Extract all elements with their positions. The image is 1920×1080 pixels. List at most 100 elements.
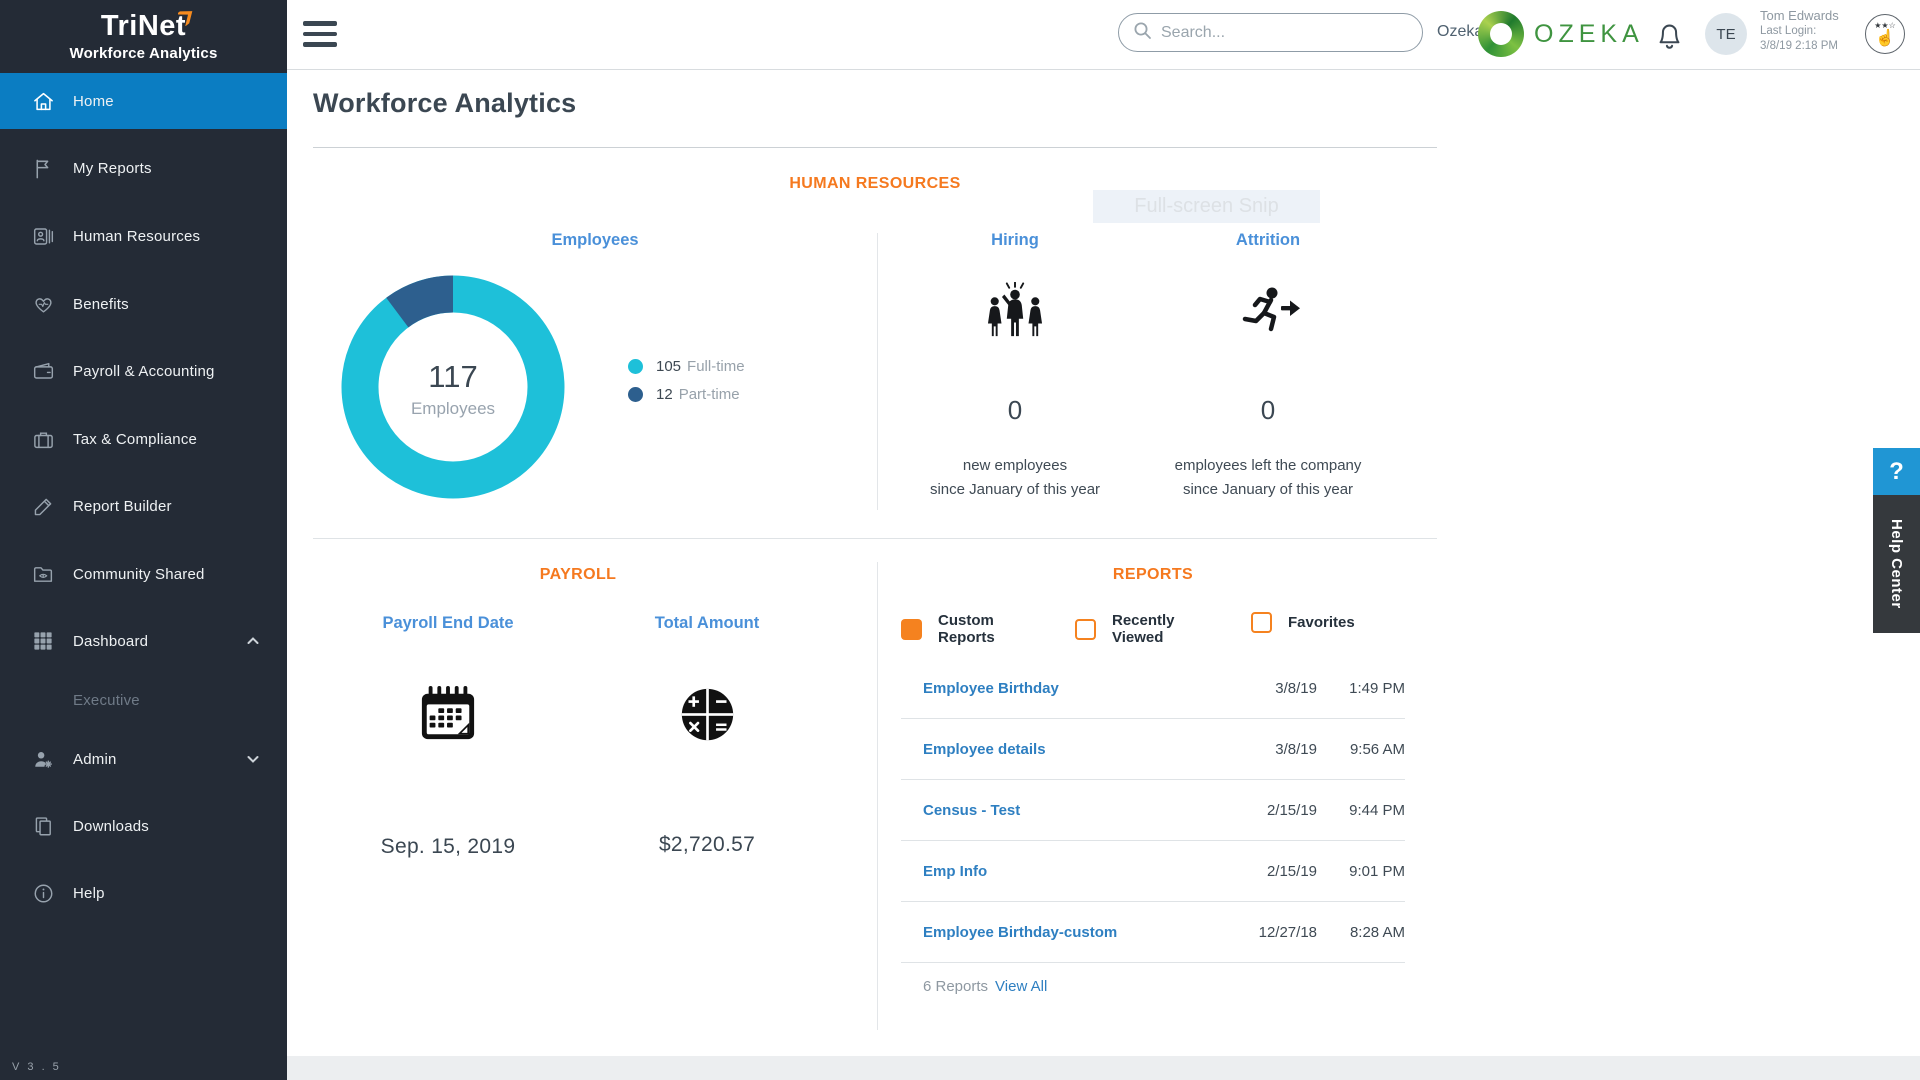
heart-pulse-icon (30, 292, 56, 316)
report-link[interactable]: Employee details (923, 740, 1046, 758)
sidebar-item-label: Payroll & Accounting (73, 362, 215, 380)
sidebar-item-benefits[interactable]: Benefits (0, 276, 287, 332)
search-input[interactable] (1161, 23, 1408, 42)
calculator-icon (592, 685, 822, 743)
legend-item-part-time: 12 Part-time (628, 386, 745, 403)
filter-recently-viewed[interactable]: Recently Viewed (1075, 612, 1175, 646)
sidebar-item-home[interactable]: Home (0, 73, 287, 129)
sidebar-item-community-shared[interactable]: Community Shared (0, 546, 287, 602)
pointing-hand-icon: ☝ (1875, 29, 1895, 47)
report-date: 12/27/18 (1258, 923, 1317, 941)
checkbox-empty-icon[interactable] (1251, 612, 1272, 633)
filter-label: Recently Viewed (1112, 612, 1175, 646)
snip-ghost-overlay: Full-screen Snip (1093, 190, 1320, 223)
feedback-stars: ★★☆ (1874, 20, 1896, 30)
sidebar-item-report-builder[interactable]: Report Builder (0, 478, 287, 534)
legend-item-full-time: 105 Full-time (628, 358, 745, 375)
sidebar-item-downloads[interactable]: Downloads (0, 798, 287, 854)
filter-favorites[interactable]: Favorites (1251, 612, 1355, 633)
donut-total-label: Employees (411, 399, 495, 418)
feedback-icon[interactable]: ★★☆ ☝ (1865, 14, 1905, 54)
sidebar-item-payroll-accounting[interactable]: Payroll & Accounting (0, 343, 287, 399)
report-list-footer: 6 Reports View All (901, 963, 1405, 1009)
checkbox-empty-icon[interactable] (1075, 618, 1096, 640)
total-amount-title: Total Amount (654, 614, 760, 632)
user-info[interactable]: Tom Edwards Last Login: 3/8/19 2:18 PM (1760, 8, 1839, 53)
sidebar-item-dashboard[interactable]: Dashboard (0, 613, 287, 669)
report-count: 6 Reports (923, 977, 989, 995)
report-time: 9:44 PM (1349, 801, 1405, 819)
report-link[interactable]: Employee Birthday-custom (923, 923, 1118, 941)
report-link[interactable]: Employee Birthday (923, 679, 1059, 697)
report-row: Census - Test 2/15/19 9:44 PM (901, 780, 1405, 841)
sidebar-item-label: Benefits (73, 295, 129, 313)
title-divider (313, 147, 1437, 148)
sidebar-item-admin[interactable]: Admin (0, 731, 287, 787)
report-time: 1:49 PM (1349, 679, 1405, 697)
attrition-value: 0 (1260, 395, 1276, 425)
avatar[interactable]: TE (1705, 13, 1747, 55)
company-name: Ozeka (1437, 23, 1484, 40)
hiring-title: Hiring (991, 231, 1039, 249)
section-divider (313, 538, 1437, 539)
legend-dot-part-time (628, 387, 643, 402)
pencil-icon (30, 494, 56, 518)
sidebar-item-label: Downloads (73, 817, 150, 835)
filter-label: Custom Reports (938, 612, 995, 646)
help-center-tab[interactable]: ? Help Center (1873, 448, 1920, 633)
trinet-arrow-icon (178, 11, 193, 26)
grid-icon (30, 629, 56, 653)
view-all-link[interactable]: View All (995, 977, 1048, 995)
sidebar-item-label: Human Resources (73, 227, 201, 245)
report-time: 9:01 PM (1349, 862, 1405, 880)
sidebar-item-tax-compliance[interactable]: Tax & Compliance (0, 411, 287, 467)
report-time: 9:56 AM (1349, 740, 1405, 758)
notifications-bell-icon[interactable] (1655, 19, 1684, 55)
employees-donut-chart: 117 Employees (341, 275, 565, 504)
last-login-value: 3/8/19 2:18 PM (1760, 39, 1838, 52)
report-row: Emp Info 2/15/19 9:01 PM (901, 841, 1405, 902)
payroll-section-header: PAYROLL (539, 566, 617, 583)
question-mark-icon[interactable]: ? (1873, 448, 1920, 495)
brand-name: TriNet (100, 10, 187, 42)
flag-icon (30, 156, 56, 180)
chevron-up-icon[interactable] (247, 632, 259, 650)
sidebar-item-label: Executive (73, 691, 140, 709)
chevron-down-icon[interactable] (247, 750, 259, 768)
report-date: 3/8/19 (1275, 679, 1317, 697)
topbar: Ozeka OZEKA TE Tom Edwards Last Login: 3… (287, 0, 1920, 70)
legend-label: Part-time (678, 386, 740, 403)
attrition-title: Attrition (1235, 231, 1301, 249)
hiring-people-icon (890, 266, 1140, 338)
payroll-end-date-title: Payroll End Date (382, 614, 514, 632)
sidebar-item-label: Dashboard (73, 632, 149, 650)
filter-custom-reports[interactable]: Custom Reports (901, 612, 995, 646)
employees-chart-title: Employees (551, 231, 639, 249)
report-link[interactable]: Emp Info (923, 862, 988, 880)
legend-dot-full-time (628, 359, 643, 374)
report-list: Employee Birthday 3/8/19 1:49 PM Employe… (901, 658, 1405, 1009)
donut-legend: 105 Full-time 12 Part-time (628, 358, 745, 414)
payroll-total-amount: Total Amount $2,720.57 (592, 614, 822, 857)
report-link[interactable]: Census - Test (923, 801, 1021, 819)
search-box[interactable] (1118, 13, 1423, 52)
hiring-caption-line1: new employees (962, 457, 1068, 474)
sidebar-item-help[interactable]: Help (0, 865, 287, 921)
briefcase-icon (30, 427, 56, 451)
wallet-icon (30, 359, 56, 383)
shared-folder-icon (30, 562, 56, 586)
checkbox-filled-icon[interactable] (901, 618, 922, 640)
last-login-label: Last Login: (1760, 25, 1817, 37)
ozeka-logo-icon (1478, 11, 1524, 57)
hamburger-menu-icon[interactable] (303, 21, 337, 47)
sidebar-item-human-resources[interactable]: Human Resources (0, 208, 287, 264)
attrition-caption-line2: since January of this year (1182, 481, 1354, 498)
hiring-caption-line2: since January of this year (929, 481, 1101, 498)
help-center-label: Help Center (1888, 519, 1905, 609)
sidebar-item-my-reports[interactable]: My Reports (0, 140, 287, 196)
sidebar-item-executive[interactable]: Executive (0, 680, 287, 720)
hr-section-header: HUMAN RESOURCES (789, 175, 961, 192)
footer-strip (287, 1056, 1920, 1080)
report-row: Employee Birthday 3/8/19 1:49 PM (901, 658, 1405, 719)
